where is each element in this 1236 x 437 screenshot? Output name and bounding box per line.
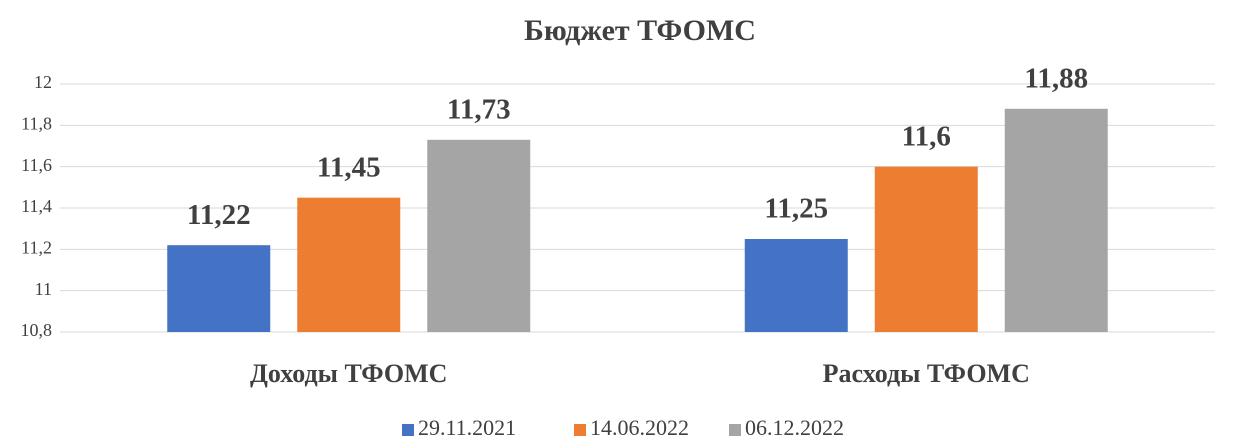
legend-label: 14.06.2022 (590, 415, 689, 437)
y-tick-label: 11 (35, 279, 52, 299)
y-tick-label: 11,2 (21, 237, 52, 257)
y-tick-label: 12 (34, 72, 52, 92)
bar (427, 139, 531, 332)
y-tick-label: 11,8 (21, 113, 52, 133)
legend-label: 29.11.2021 (418, 415, 516, 437)
legend-swatch (729, 424, 741, 436)
data-label: 11,22 (187, 199, 251, 231)
data-label: 11,45 (317, 151, 381, 183)
bar (1004, 108, 1108, 332)
y-tick-label: 11,6 (21, 155, 52, 175)
data-label: 11,6 (902, 120, 951, 152)
bar (297, 197, 401, 332)
chart-title: Бюджет ТФОМС (524, 14, 756, 47)
legend-label: 06.12.2022 (745, 415, 844, 437)
data-label: 11,73 (447, 93, 511, 125)
data-label: 11,25 (764, 193, 828, 225)
data-label: 11,88 (1024, 62, 1088, 94)
x-tick-label: Доходы ТФОМС (250, 359, 447, 388)
legend-swatch (574, 424, 586, 436)
y-tick-label: 11,4 (21, 196, 52, 216)
legend-swatch (402, 424, 414, 436)
bar (874, 166, 978, 332)
bar (744, 239, 848, 332)
y-tick-label: 10,8 (21, 320, 53, 340)
bar (167, 245, 271, 332)
x-tick-label: Расходы ТФОМС (823, 359, 1030, 388)
